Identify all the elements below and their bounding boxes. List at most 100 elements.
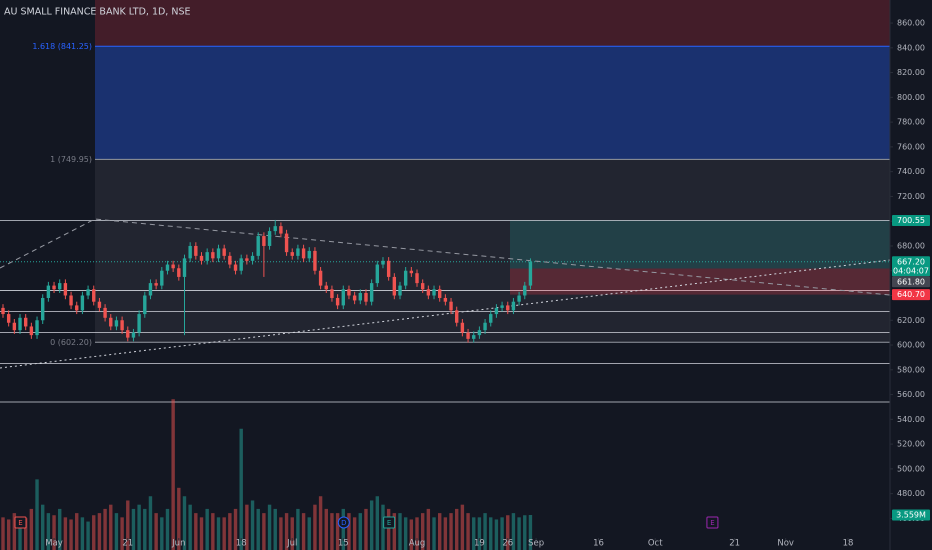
candle-body — [239, 258, 243, 271]
candle-body — [23, 317, 28, 327]
volume-bar — [381, 504, 385, 550]
volume-bar — [18, 517, 22, 550]
volume-bar — [392, 513, 397, 550]
candle-body — [211, 252, 215, 259]
volume-bar — [460, 504, 465, 550]
volume-bar — [415, 517, 419, 550]
last-price-badge — [892, 256, 930, 277]
candle-body — [273, 226, 277, 232]
y-tick-label: 840.00 — [897, 43, 925, 52]
candle-body — [6, 314, 11, 323]
event-label: E — [18, 519, 22, 527]
volume-bar — [250, 500, 255, 550]
x-tick-label: 18 — [236, 539, 247, 549]
volume-bar — [472, 517, 476, 550]
candle-body — [63, 283, 68, 296]
volume-bar — [506, 515, 510, 550]
volume-bar — [262, 513, 266, 550]
volume-bar — [165, 508, 170, 550]
volume-bar — [523, 515, 527, 550]
volume-bar — [120, 517, 124, 550]
candle-body — [137, 314, 141, 333]
chart-title: AU SMALL FINANCE BANK LTD, 1D, NSE — [4, 7, 191, 18]
candle-body — [426, 289, 431, 296]
volume-bar — [511, 513, 516, 550]
candle-body — [517, 295, 521, 302]
volume-bar — [148, 496, 153, 550]
candle-body — [1, 307, 5, 315]
candle-body — [528, 261, 533, 286]
candle-body — [409, 270, 414, 274]
candle-body — [403, 270, 408, 286]
volume-bar — [86, 521, 90, 550]
candle-body — [437, 289, 442, 298]
candle-body — [177, 268, 181, 277]
last-price-label: 667.20 — [897, 257, 925, 266]
candle-body — [420, 283, 425, 290]
volume-bar — [398, 513, 402, 550]
candle-body — [143, 295, 147, 315]
volume-bar — [12, 513, 17, 550]
volume-bar — [301, 513, 306, 550]
candle-body — [18, 317, 22, 331]
candle-body — [489, 314, 493, 323]
volume-bar — [211, 513, 215, 550]
volume-bar — [35, 479, 39, 550]
fib-label: 1.618 (841.25) — [32, 42, 92, 51]
y-tick-label: 600.00 — [897, 341, 925, 350]
candle-body — [443, 297, 448, 302]
y-tick-label: 780.00 — [897, 118, 925, 127]
volume-bar — [216, 517, 221, 550]
volume-bar — [352, 517, 357, 550]
candle-body — [455, 310, 459, 323]
candle-body — [494, 307, 499, 315]
x-tick-label: 18 — [843, 539, 854, 549]
candle-body — [472, 335, 476, 339]
volume-bar — [228, 513, 232, 550]
stop-zone — [510, 268, 890, 295]
volume-bar — [143, 508, 147, 550]
candle-body — [41, 297, 45, 321]
volume-bar — [386, 508, 391, 550]
y-tick-label: 760.00 — [897, 142, 925, 151]
volume-bar — [137, 504, 141, 550]
candle-body — [318, 270, 323, 286]
candle-body — [432, 289, 436, 296]
candle-body — [324, 285, 328, 290]
volume-bar — [443, 517, 448, 550]
triangle-drawing — [0, 218, 891, 296]
candle-body — [262, 236, 266, 246]
candle-body — [296, 248, 300, 256]
volume-bar — [75, 513, 79, 550]
volume-bar — [290, 517, 294, 550]
candle-body — [341, 289, 345, 306]
candle-body — [80, 295, 85, 311]
fib-label: 1 (749.95) — [50, 155, 92, 164]
candle-body — [358, 293, 363, 301]
volume-bar — [528, 514, 533, 550]
candle-body — [381, 260, 385, 265]
volume-bar — [466, 513, 470, 550]
volume-bar — [455, 508, 459, 550]
volume-bar — [23, 518, 28, 550]
volume-bar — [324, 508, 328, 550]
y-tick-label: 820.00 — [897, 68, 925, 77]
candle-body — [154, 283, 158, 286]
event-marker — [383, 516, 396, 529]
volume-bar — [267, 504, 272, 550]
candle-body — [466, 332, 470, 339]
x-tick-label: Jul — [286, 539, 297, 549]
volume-bar — [517, 517, 521, 550]
volume-bar — [109, 504, 113, 550]
fib-zone — [95, 46, 890, 160]
volume-bar — [63, 517, 68, 550]
volume-bar — [358, 513, 363, 550]
event-marker — [14, 516, 27, 529]
candle-body — [313, 250, 317, 271]
fib-zone — [95, 0, 890, 47]
volume-bar — [239, 428, 243, 550]
volume-bar — [126, 500, 130, 550]
target-badge-label: 700.55 — [897, 216, 925, 225]
candle-body — [245, 258, 249, 261]
